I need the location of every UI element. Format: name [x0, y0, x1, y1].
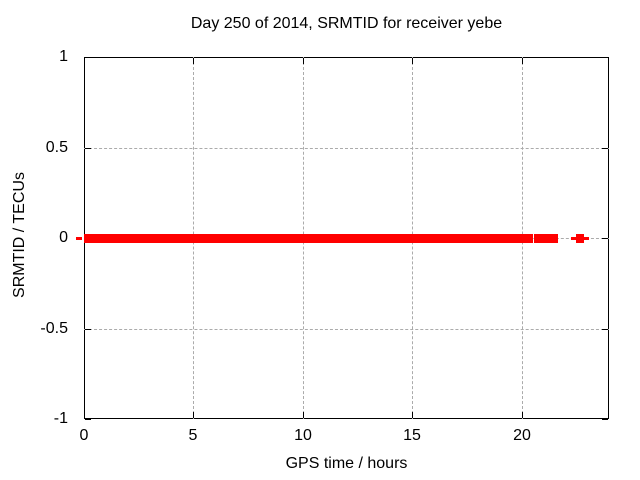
y-tick-label--0.5: -0.5: [40, 320, 68, 337]
x-tick-bottom-10: [303, 412, 304, 418]
y-tick-right--1: [602, 419, 608, 420]
x-tick-label-15: 15: [403, 427, 421, 444]
x-tick-top-0: [84, 58, 85, 64]
y-tick-left--0.5: [85, 329, 91, 330]
y-tick-right-0: [602, 238, 608, 239]
x-tick-top-15: [412, 58, 413, 64]
y-tick-label-0.5: 0.5: [45, 139, 68, 156]
x-tick-label-5: 5: [188, 427, 198, 444]
gridline-y--0.5: [84, 329, 609, 330]
gridline-y-0.5: [84, 148, 609, 149]
data-point-band-3: [571, 237, 576, 240]
y-tick-right-1: [602, 57, 608, 58]
x-tick-label-20: 20: [513, 427, 531, 444]
x-tick-bottom-20: [522, 412, 523, 418]
y-tick-left--1: [85, 419, 91, 420]
x-tick-bottom-0: [84, 412, 85, 418]
y-tick-label--1: -1: [53, 410, 68, 427]
y-tick-label-1: 1: [59, 48, 68, 65]
y-tick-label-0: 0: [59, 229, 68, 246]
x-tick-label-0: 0: [79, 427, 89, 444]
data-point-band-2: [534, 234, 558, 243]
chart-title: Day 250 of 2014, SRMTID for receiver yeb…: [190, 15, 503, 32]
x-tick-top-20: [522, 58, 523, 64]
x-tick-bottom-15: [412, 412, 413, 418]
x-tick-top-5: [193, 58, 194, 64]
data-point-band-4: [576, 234, 584, 243]
data-point-band-0: [76, 237, 82, 240]
x-tick-bottom-5: [193, 412, 194, 418]
data-point-band-5: [584, 237, 589, 240]
y-tick-left-0.5: [85, 148, 91, 149]
x-axis-label: GPS time / hours: [285, 455, 408, 472]
x-tick-top-10: [303, 58, 304, 64]
y-tick-right-0.5: [602, 148, 608, 149]
y-tick-right--0.5: [602, 329, 608, 330]
y-tick-left-1: [85, 57, 91, 58]
x-tick-label-10: 10: [294, 427, 312, 444]
data-point-band-1: [84, 234, 533, 243]
